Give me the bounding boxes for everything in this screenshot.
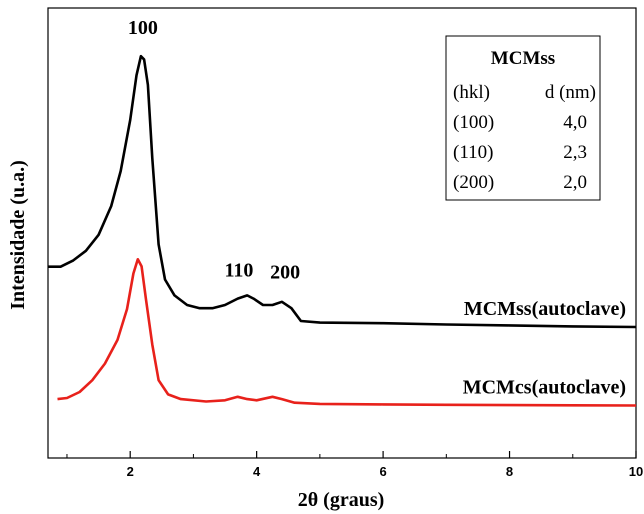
- inset-box: [445, 35, 601, 201]
- x-axis-title: 2θ (graus): [298, 489, 385, 511]
- plot-frame: [47, 7, 637, 459]
- x-tick-label: 2: [127, 464, 134, 479]
- inset-header-d: d (nm): [545, 82, 596, 103]
- series-label: MCMcs(autoclave): [463, 377, 626, 399]
- inset-header-hkl: (hkl): [453, 82, 490, 103]
- inset-row-d: 4,0: [563, 112, 587, 133]
- series-line-mcmcs: [57, 258, 637, 407]
- x-tick-label: 4: [253, 464, 261, 479]
- peak-label: 200: [270, 261, 300, 283]
- series-line-mcmss: [48, 54, 637, 329]
- inset-title: MCMss: [491, 48, 555, 69]
- plot-layer: 2 4 6 8 10 MCMss(autoclave) MCMcs(autoclave) 10…: [47, 7, 643, 479]
- peak-label: 110: [224, 260, 253, 282]
- inset-row-hkl: (110): [453, 142, 493, 163]
- inset-row-d: 2,3: [563, 142, 587, 163]
- x-tick-label: 6: [379, 464, 386, 479]
- y-axis-title: Intensidade (u.a.): [7, 160, 29, 309]
- inset-row-hkl: (100): [453, 112, 494, 133]
- x-tick-label: 8: [506, 464, 513, 479]
- peak-label: 100: [128, 17, 158, 39]
- inset-row-hkl: (200): [453, 172, 494, 193]
- legend-inset: MCMss (hkl) d (nm) (100) 4,0 (110) 2,3 (…: [445, 35, 601, 201]
- series-label: MCMss(autoclave): [464, 298, 626, 320]
- x-tick-label: 10: [629, 464, 643, 479]
- inset-row-d: 2,0: [563, 172, 587, 193]
